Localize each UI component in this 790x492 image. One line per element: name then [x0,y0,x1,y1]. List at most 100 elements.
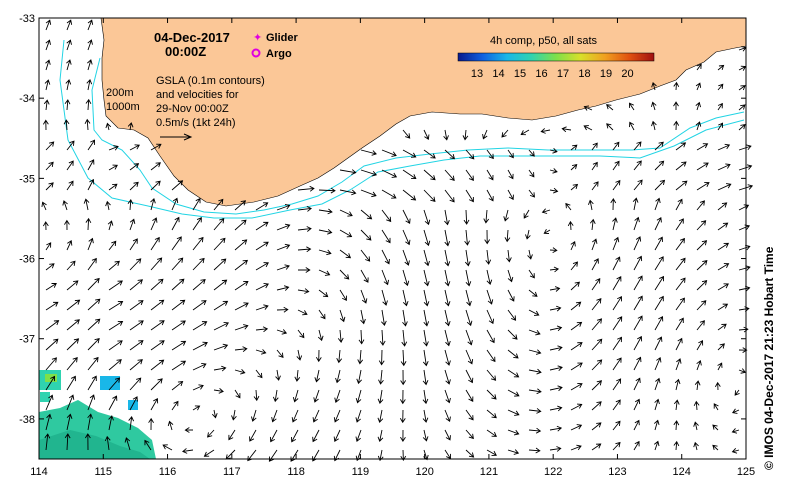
velocity-arrow [528,189,535,198]
velocity-arrow [717,242,730,251]
velocity-arrow [108,359,122,371]
velocity-arrow [400,449,407,461]
velocity-arrow [503,209,509,222]
velocity-arrow [171,400,179,411]
velocity-arrow [129,377,142,391]
velocity-arrow [523,209,530,219]
velocity-arrow [444,229,451,247]
y-tick-label: -33 [19,13,35,25]
velocity-arrow [654,336,663,351]
velocity-arrow [192,362,207,371]
velocity-arrow [355,409,362,423]
velocity-arrow [541,208,551,214]
velocity-arrow [45,283,57,291]
velocity-arrow [549,168,558,174]
velocity-arrow [633,255,643,271]
velocity-arrow [360,209,373,220]
velocity-arrow [356,369,363,385]
velocity-arrow [696,320,705,331]
velocity-arrow [717,202,728,211]
velocity-arrow [696,143,709,151]
velocity-arrow [360,169,378,177]
velocity-arrow [360,189,377,198]
velocity-arrow [234,280,249,291]
velocity-arrow [45,161,54,171]
velocity-arrow [528,427,542,434]
velocity-arrow [612,256,621,271]
velocity-arrow [654,141,664,151]
velocity-arrow [360,229,372,241]
velocity-arrow [318,208,333,215]
velocity-arrow [127,122,134,131]
velocity-arrow [108,240,117,251]
x-tick-label: 117 [223,466,241,478]
velocity-arrow [66,140,75,151]
velocity-arrow [104,435,111,451]
velocity-arrow [255,283,269,291]
velocity-arrow [612,316,623,331]
velocity-arrow [465,449,475,458]
velocity-arrow [402,269,410,287]
velocity-arrow [465,369,474,384]
velocity-arrow [633,160,642,171]
velocity-arrow [717,323,727,331]
velocity-arrow [507,389,520,397]
velocity-arrow [87,178,95,191]
velocity-arrow [507,409,520,416]
velocity-arrow [423,309,430,327]
velocity-arrow [297,185,315,192]
velocity-arrow [402,149,417,158]
velocity-arrow [87,159,95,171]
velocity-arrow [591,443,602,451]
velocity-arrow [66,240,73,251]
velocity-arrow [402,289,409,307]
velocity-arrow [444,349,451,366]
velocity-arrow [192,321,208,331]
velocity-arrow [612,336,622,351]
velocity-arrow [207,429,215,438]
velocity-arrow [87,413,93,431]
velocity-arrow [507,149,514,159]
velocity-arrow [108,320,124,331]
x-tick-label: 116 [159,466,177,478]
x-tick-label: 115 [94,466,112,478]
velocity-arrow [234,368,246,375]
velocity-arrow [234,200,247,211]
velocity-arrow [294,369,301,382]
velocity-arrow [528,447,541,454]
velocity-arrow [213,321,230,331]
velocity-arrow [276,264,290,271]
velocity-arrow [528,388,542,395]
velocity-arrow [312,409,320,423]
velocity-arrow [255,369,263,379]
velocity-arrow [228,429,236,441]
velocity-arrow [504,229,511,243]
velocity-arrow [486,189,494,202]
velocity-arrow [717,362,723,371]
velocity-arrow [377,429,384,443]
velocity-arrow [318,289,329,298]
colorbar-labels: 13 14 15 16 17 18 19 20 [471,68,634,80]
velocity-arrow [696,162,709,171]
velocity-arrow [693,400,700,411]
velocity-arrow [549,266,560,273]
velocity-arrow [695,101,701,111]
velocity-arrow [485,249,492,265]
velocity-arrow [379,329,386,346]
velocity-arrow [633,398,641,411]
velocity-arrow [591,278,601,291]
velocity-arrow [738,347,748,353]
velocity-arrow [696,260,708,271]
velocity-arrow [255,262,269,271]
velocity-arrow [150,162,161,171]
velocity-arrow [297,226,312,232]
velocity-arrow [465,189,474,203]
velocity-arrow [484,229,491,245]
velocity-arrow [423,209,431,226]
velocity-arrow [606,104,614,111]
velocity-arrow [213,258,227,271]
velocity-arrow [339,289,347,302]
velocity-arrow [86,78,93,91]
velocity-arrow [738,244,751,251]
velocity-arrow [633,275,643,291]
